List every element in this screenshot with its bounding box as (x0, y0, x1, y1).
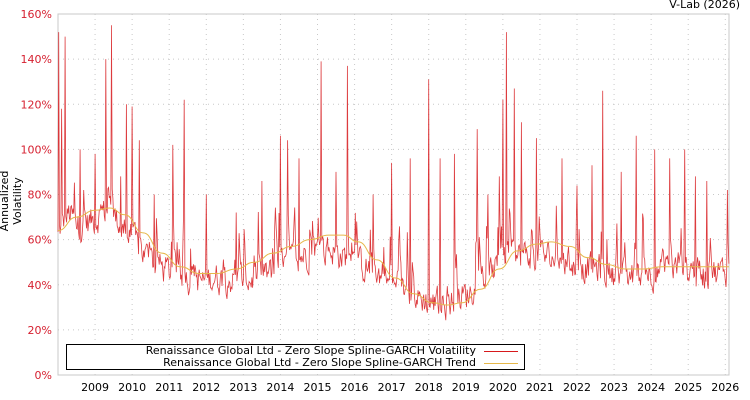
y-tick-label: 0% (35, 369, 52, 382)
y-tick-label: 120% (21, 98, 52, 111)
y-tick-label: 160% (21, 8, 52, 21)
y-axis-ticks: 0% 20% 40% 60% 80% 100% 120% 140% 160% (21, 8, 52, 382)
legend: Renaissance Global Ltd - Zero Slope Spli… (66, 344, 525, 370)
x-axis-ticks: 2009 2010 2011 2012 2013 2014 2015 2016 2017 2018… (81, 381, 739, 394)
y-tick-label: 60% (28, 234, 52, 247)
x-tick-label: 2019 (452, 381, 480, 394)
x-tick-label: 2015 (304, 381, 332, 394)
x-tick-label: 2021 (526, 381, 554, 394)
x-tick-label: 2013 (229, 381, 257, 394)
y-tick-label: 100% (21, 143, 52, 156)
x-tick-label: 2017 (378, 381, 406, 394)
x-tick-label: 2016 (341, 381, 369, 394)
legend-swatch-red (484, 350, 518, 352)
legend-label: Renaissance Global Ltd - Zero Slope Spli… (163, 356, 476, 369)
y-tick-label: 40% (28, 279, 52, 292)
x-tick-label: 2011 (155, 381, 183, 394)
legend-item-volatility: Renaissance Global Ltd - Zero Slope Spli… (146, 345, 518, 357)
x-tick-label: 2012 (192, 381, 220, 394)
x-tick-label: 2009 (81, 381, 109, 394)
x-tick-label: 2018 (415, 381, 443, 394)
volatility-series (57, 25, 730, 321)
y-axis-label: Annualized Volatility (0, 170, 24, 232)
x-tick-label: 2024 (637, 381, 665, 394)
y-tick-label: 80% (28, 189, 52, 202)
x-tick-label: 2025 (674, 381, 702, 394)
x-tick-label: 2010 (118, 381, 146, 394)
x-tick-label: 2023 (600, 381, 628, 394)
vlab-credit: V-Lab (2026) (669, 0, 740, 11)
y-tick-label: 20% (28, 324, 52, 337)
trend-series (57, 207, 729, 306)
legend-item-trend: Renaissance Global Ltd - Zero Slope Spli… (163, 357, 518, 369)
x-tick-label: 2026 (711, 381, 739, 394)
grid-lines (58, 14, 729, 375)
x-tick-label: 2014 (266, 381, 294, 394)
legend-swatch-gold (484, 362, 518, 364)
y-tick-label: 140% (21, 53, 52, 66)
x-tick-label: 2022 (563, 381, 591, 394)
legend-label: Renaissance Global Ltd - Zero Slope Spli… (145, 344, 476, 357)
x-tick-label: 2020 (489, 381, 517, 394)
